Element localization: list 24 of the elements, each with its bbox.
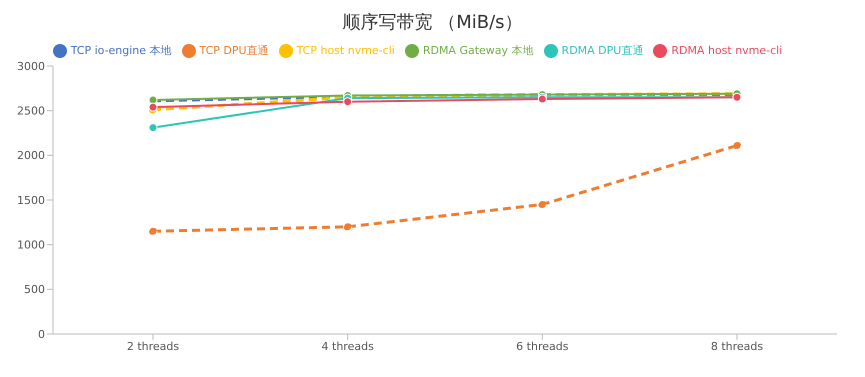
y-tick-label: 500 bbox=[24, 283, 45, 296]
chart-title: 顺序写带宽 （MiB/s） bbox=[341, 11, 524, 35]
legend-label: TCP host nvme-cli bbox=[296, 44, 395, 57]
y-tick-label: 2000 bbox=[17, 149, 45, 162]
x-tick-label: 4 threads bbox=[322, 340, 374, 353]
legend-label: TCP io-engine 本地 bbox=[70, 44, 172, 57]
point bbox=[148, 226, 158, 236]
point bbox=[148, 123, 158, 132]
legend-label: RDMA DPU直通 bbox=[562, 44, 644, 57]
y-tick-label: 1000 bbox=[17, 238, 45, 252]
y-tick-label: 1500 bbox=[17, 194, 45, 207]
x-tick-label: 2 threads bbox=[126, 340, 180, 353]
point bbox=[343, 97, 352, 106]
legend-label: RDMA Gateway 本地 bbox=[422, 44, 534, 57]
x-tick-label: 6 threads bbox=[516, 340, 569, 353]
legend-label: RDMA host nvme-cli bbox=[671, 44, 782, 57]
y-tick-label: 3000 bbox=[17, 60, 45, 73]
x-tick-label: 8 threads bbox=[710, 340, 764, 353]
point bbox=[343, 222, 352, 232]
legend-label: TCP DPU直通 bbox=[200, 44, 269, 57]
point bbox=[732, 141, 742, 150]
y-tick-label: 0 bbox=[38, 328, 45, 341]
y-tick-label: 2500 bbox=[17, 104, 45, 118]
point bbox=[148, 102, 158, 112]
